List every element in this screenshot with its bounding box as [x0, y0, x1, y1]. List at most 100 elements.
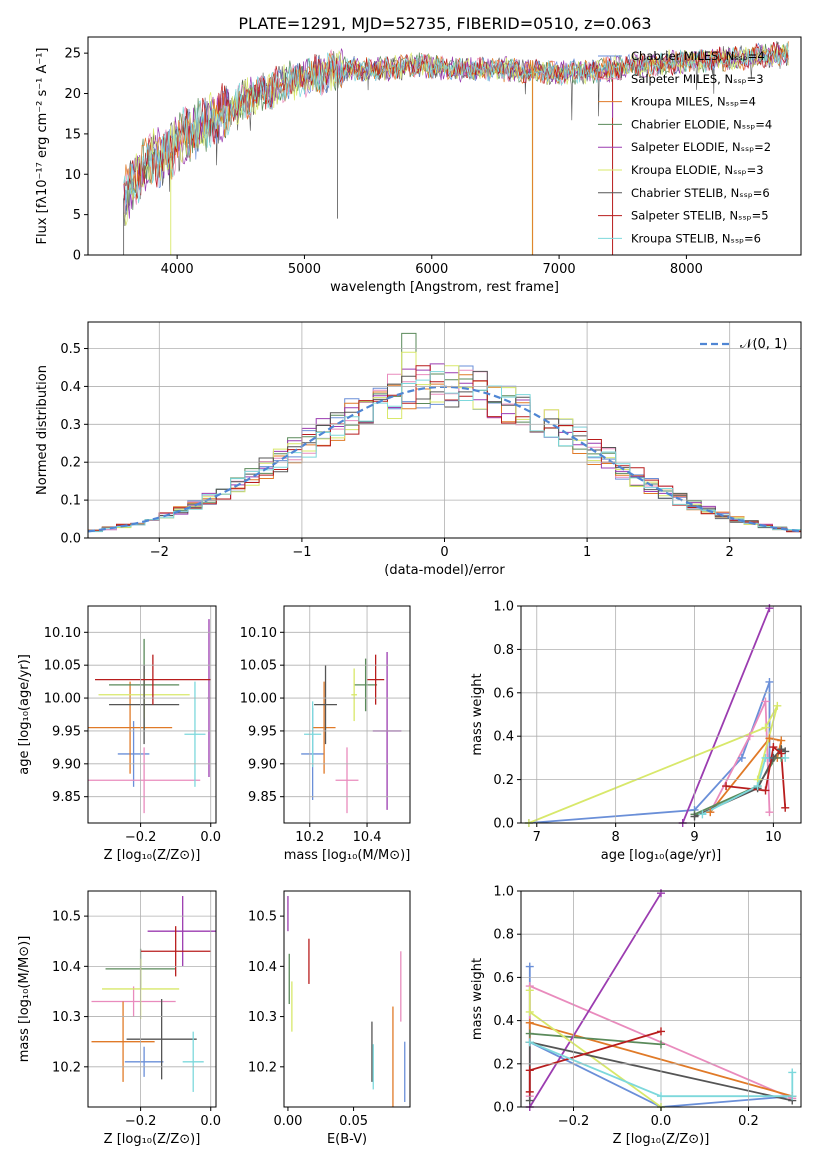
legend-label: Kroupa STELIB, Nₛₛₚ=6 [631, 231, 761, 245]
x-tick-label: −1 [292, 545, 311, 560]
weight-marker [769, 753, 778, 762]
weight-line [528, 705, 779, 823]
spectrum-line [123, 42, 789, 206]
weight-marker [781, 753, 790, 762]
x-tick-label: 0.0 [651, 1114, 672, 1129]
weight-marker [525, 962, 534, 971]
y-tick-label: 9.95 [248, 724, 277, 739]
figure-title: PLATE=1291, MJD=52735, FIBERID=0510, z=0… [238, 14, 651, 33]
y-tick-label: 10 [64, 168, 81, 183]
y-tick-label: 0.4 [493, 1014, 514, 1029]
legend-label: Chabrier STELIB, Nₛₛₚ=6 [631, 186, 770, 200]
y-tick-label: 10.10 [44, 626, 81, 641]
weight-marker [777, 736, 786, 745]
y-tick-label: 0.1 [60, 494, 81, 509]
legend: Chabrier MILES, Nₛₛₚ=4 Salpeter MILES, Nₛ… [598, 49, 772, 245]
panel-age-vs-mass: 10.2 10.4 9.85 9.90 9.95 10.00 10.05 10.10 mass … [240, 605, 411, 863]
y-axis-label: mass [log₁₀(M/M⊙)] [17, 936, 32, 1063]
x-tick-label: 0.00 [273, 1114, 302, 1129]
y-tick-label: 10.2 [248, 1060, 277, 1075]
y-tick-label: 0.6 [493, 686, 514, 701]
weight-marker [722, 782, 731, 791]
plot-area [123, 41, 789, 255]
y-tick-label: 10.4 [248, 960, 277, 975]
y-tick-label: 0.4 [493, 730, 514, 745]
legend-label: Kroupa MILES, Nₛₛₚ=4 [631, 95, 756, 109]
x-tick-label: 5000 [288, 262, 321, 277]
weight-marker [657, 889, 665, 898]
panel-weight-vs-Z: −0.2 0.0 0.2 0.0 0.2 0.4 0.6 0.8 1.0 Z [log₁₀(Z/Z… [470, 885, 802, 1147]
weight-marker [698, 810, 707, 819]
weight-marker [525, 1007, 534, 1016]
y-tick-label: 10.5 [248, 910, 277, 925]
weight-marker [777, 749, 786, 758]
x-tick-label: 7 [533, 830, 541, 845]
plot-area [91, 896, 216, 1092]
weight-marker [761, 786, 770, 795]
weight-marker [769, 743, 778, 752]
y-tick-label: 10.4 [52, 960, 81, 975]
x-tick-label: −0.2 [558, 1114, 590, 1129]
x-axis-label: mass [log₁₀(M/M⊙)] [284, 848, 411, 863]
x-tick-label: 0.2 [738, 1114, 759, 1129]
y-tick-label: 10.2 [52, 1060, 81, 1075]
x-axis-label: age [log₁₀(age/yr)] [601, 848, 722, 863]
y-tick-label: 0.8 [493, 928, 514, 943]
y-tick-label: 15 [64, 127, 81, 142]
y-tick-label: 0.8 [493, 643, 514, 658]
x-tick-label: 8 [612, 830, 620, 845]
panel-age-vs-Z: −0.2 0.0 9.85 9.90 9.95 10.00 10.05 10.10 Z [log… [17, 605, 221, 863]
weight-marker [788, 1068, 797, 1077]
weight-marker [765, 734, 774, 743]
panel-residuals: 𝒩(0, 1) −2 −1 0 1 2 0.0 0.1 0.2 0.3 0.4 0.5 (data-mo… [35, 321, 802, 578]
y-axis-label: Normed distribution [35, 365, 50, 495]
x-tick-label: 6000 [415, 262, 448, 277]
plot-area [287, 896, 406, 1107]
legend-label: Kroupa ELODIE, Nₛₛₚ=3 [631, 163, 764, 177]
weight-marker [781, 803, 790, 812]
axes-frame [87, 36, 802, 256]
x-axis-label: Z [log₁₀(Z/Z⊙)] [613, 1132, 710, 1147]
legend-label: Salpeter ELODIE, Nₛₛₚ=2 [631, 140, 771, 154]
axes-frame [283, 890, 411, 1108]
x-tick-label: 1 [583, 545, 591, 560]
weight-marker [525, 1087, 534, 1096]
weight-marker [765, 808, 774, 817]
y-tick-label: 0.3 [60, 418, 81, 433]
y-tick-label: 0.6 [493, 971, 514, 986]
legend-label: Chabrier ELODIE, Nₛₛₚ=4 [631, 117, 772, 131]
spectrum-line [123, 41, 789, 211]
weight-marker [690, 812, 699, 821]
weight-marker [761, 753, 770, 762]
weight-marker [657, 1027, 665, 1036]
legend-label: Salpeter MILES, Nₛₛₚ=3 [631, 72, 764, 86]
y-tick-label: 0 [73, 249, 81, 264]
y-tick-label: 20 [64, 87, 81, 102]
weight-line [681, 607, 771, 823]
axes-frame [283, 605, 411, 824]
weight-line [528, 681, 771, 823]
y-tick-label: 5 [73, 208, 81, 223]
x-tick-label: 10 [765, 830, 782, 845]
y-tick-label: 1.0 [493, 885, 514, 900]
panel-weight-vs-age: 7 8 9 10 0.0 0.2 0.4 0.6 0.8 1.0 age [log₁₀(age/yr… [470, 600, 802, 863]
plot-area [528, 607, 787, 823]
y-axis-label: Flux [fλ10⁻¹⁷ erg cm⁻² s⁻¹ A⁻¹] [35, 48, 50, 245]
x-tick-label: 0.05 [339, 1114, 368, 1129]
weight-marker [525, 1066, 534, 1075]
y-tick-label: 0.0 [493, 1101, 514, 1116]
weight-marker [765, 604, 774, 613]
x-axis-label: Z [log₁₀(Z/Z⊙)] [104, 848, 201, 863]
panels: Chabrier MILES, Nₛₛₚ=4 Salpeter MILES, Nₛ… [17, 36, 802, 1147]
x-tick-label: 0 [440, 545, 448, 560]
y-axis-label: mass weight [470, 673, 485, 755]
y-tick-label: 10.00 [240, 692, 277, 707]
weight-line [529, 1032, 662, 1046]
legend-label: Salpeter STELIB, Nₛₛₚ=5 [631, 209, 769, 223]
legend-label: Chabrier MILES, Nₛₛₚ=4 [631, 49, 765, 63]
y-axis-label: mass weight [470, 958, 485, 1040]
axes-frame [87, 890, 217, 1108]
weight-line [709, 701, 771, 813]
weight-marker [525, 986, 534, 995]
